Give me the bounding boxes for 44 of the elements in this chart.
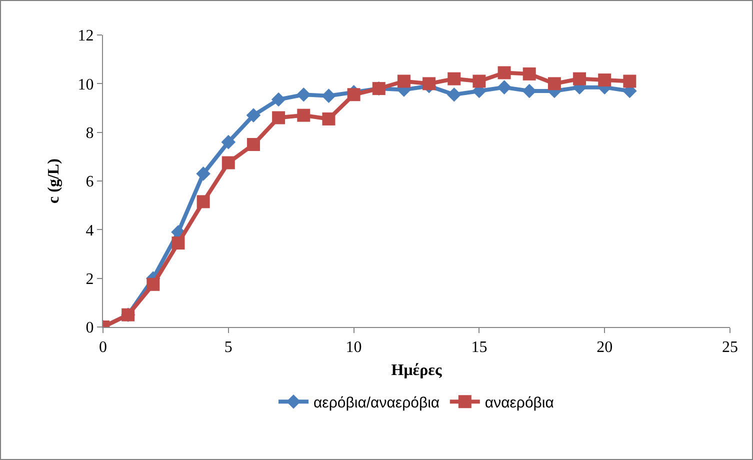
- point: [446, 87, 462, 102]
- point: [221, 134, 236, 150]
- point: [623, 74, 636, 88]
- point: [472, 74, 486, 88]
- x-tick-label: 25: [722, 339, 738, 356]
- point: [297, 108, 310, 122]
- y-tick-label: 10: [78, 76, 94, 94]
- x-axis-title: Ημέρες: [391, 362, 442, 379]
- point: [573, 72, 586, 86]
- point: [422, 77, 436, 90]
- y-tick-label: 6: [86, 174, 94, 191]
- y-tick-label: 8: [86, 124, 94, 142]
- point: [522, 67, 536, 80]
- y-tick-label: 4: [86, 222, 94, 240]
- point: [146, 278, 160, 291]
- x-tick-label: 10: [346, 339, 362, 356]
- x-tick-label: 0: [99, 339, 107, 356]
- point: [196, 195, 210, 208]
- point: [347, 88, 360, 102]
- x-tick-label: 20: [596, 339, 613, 356]
- point: [498, 66, 511, 80]
- point: [172, 236, 185, 250]
- legend-label: αναερόβια: [484, 394, 554, 412]
- point: [397, 74, 410, 88]
- point: [222, 156, 235, 170]
- point: [246, 138, 260, 151]
- point: [196, 166, 210, 181]
- y-tick-label: 0: [86, 320, 94, 337]
- point: [548, 77, 561, 90]
- point: [598, 74, 612, 87]
- point: [322, 88, 336, 103]
- x-tick-label: 5: [224, 339, 232, 356]
- point: [497, 80, 512, 94]
- point: [322, 112, 336, 126]
- point: [296, 87, 311, 102]
- point: [272, 111, 286, 124]
- point: [271, 92, 286, 107]
- point: [448, 72, 461, 86]
- y-tick-label: 12: [78, 28, 94, 45]
- y-axis-title: c (g/L): [46, 158, 63, 204]
- y-tick-label: 2: [86, 270, 94, 288]
- legend-label: αερόβια/αναερόβια: [314, 394, 440, 412]
- point: [246, 108, 261, 122]
- x-tick-label: 15: [471, 339, 488, 356]
